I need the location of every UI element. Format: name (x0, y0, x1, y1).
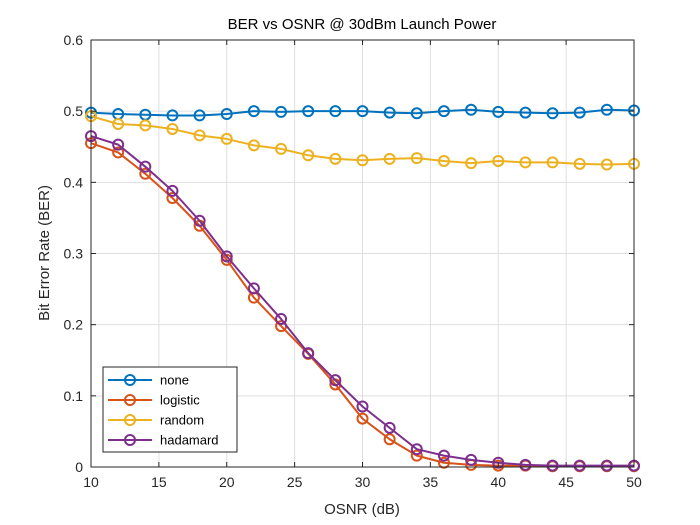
x-tick-label: 45 (558, 474, 574, 490)
axis-ticks: 10 15 20 25 30 35 40 45 50 0 0.1 0.2 0.3 0.4 0.5 0.6 (64, 32, 642, 490)
legend-label-random: random (160, 413, 204, 428)
x-axis-label: OSNR (dB) (324, 501, 400, 518)
data-point-random (112, 117, 125, 130)
y-tick-label: 0.5 (64, 103, 84, 119)
data-point-random (193, 129, 206, 142)
data-point-random (437, 154, 450, 167)
data-point-random (166, 122, 179, 135)
data-point-none (546, 107, 559, 120)
data-point-logistic (139, 167, 152, 180)
data-point-logistic (383, 433, 396, 446)
data-point-random (573, 157, 586, 170)
chart-title: BER vs OSNR @ 30dBm Launch Power (228, 16, 497, 33)
y-tick-label: 0.2 (64, 317, 84, 333)
legend-label-logistic: logistic (160, 393, 200, 408)
data-point-none (220, 108, 233, 121)
legend-marker-hadamard (124, 434, 136, 446)
data-point-logistic (166, 191, 179, 204)
data-point-random (465, 157, 478, 170)
y-axis-label: Bit Error Rate (BER) (36, 185, 53, 321)
y-tick-label: 0.4 (64, 174, 84, 190)
y-tick-label: 0.1 (64, 388, 84, 404)
data-point-random (519, 156, 532, 169)
data-point-hadamard (383, 421, 396, 434)
data-point-hadamard (600, 459, 613, 472)
data-point-none (410, 107, 423, 120)
data-point-none (275, 105, 288, 118)
legend: none logistic random hadamard (102, 366, 238, 453)
data-point-logistic (410, 449, 423, 462)
x-tick-label: 30 (355, 474, 371, 490)
series-line-none (90, 108, 635, 117)
data-point-hadamard (492, 456, 505, 469)
y-tick-label: 0.6 (64, 32, 84, 48)
data-point-hadamard (465, 453, 478, 466)
data-point-hadamard (329, 374, 342, 387)
data-point-none (302, 105, 315, 118)
data-point-random (600, 158, 613, 171)
data-point-none (437, 105, 450, 118)
legend-label-none: none (160, 373, 189, 388)
data-point-none (329, 105, 342, 118)
data-point-hadamard (112, 138, 125, 151)
x-tick-label: 15 (151, 474, 167, 490)
data-point-hadamard (166, 184, 179, 197)
data-point-hadamard (220, 250, 233, 263)
data-point-hadamard (546, 459, 559, 472)
data-point-hadamard (356, 400, 369, 413)
data-point-hadamard (573, 459, 586, 472)
data-point-random (410, 152, 423, 165)
data-point-random (546, 156, 559, 169)
series-hadamard (85, 130, 640, 472)
data-point-none (519, 106, 532, 119)
x-tick-label: 20 (219, 474, 235, 490)
data-point-hadamard (302, 347, 315, 360)
series-line-hadamard (90, 135, 634, 467)
data-point-none (356, 105, 369, 118)
data-point-none (166, 109, 179, 122)
series-line-random (90, 115, 635, 166)
data-point-random (220, 132, 233, 145)
data-point-none (600, 103, 613, 116)
data-point-random (492, 154, 505, 167)
x-tick-label: 40 (490, 474, 506, 490)
data-point-none (573, 106, 586, 119)
data-point-none (193, 109, 206, 122)
legend-label-hadamard: hadamard (160, 433, 219, 448)
legend-marker-none (124, 374, 136, 386)
data-point-hadamard (193, 214, 206, 227)
data-point-hadamard (410, 443, 423, 456)
series-layer (85, 103, 640, 473)
data-point-random (329, 152, 342, 165)
legend-marker-random (124, 414, 136, 426)
x-tick-label: 35 (423, 474, 439, 490)
data-point-hadamard (519, 458, 532, 471)
data-point-hadamard (437, 449, 450, 462)
data-point-random (302, 149, 315, 162)
x-tick-label: 25 (287, 474, 303, 490)
data-point-random (383, 152, 396, 165)
data-point-none (247, 105, 260, 118)
series-random (85, 110, 640, 171)
x-tick-label: 50 (626, 474, 642, 490)
data-point-random (275, 142, 288, 155)
data-point-logistic (112, 146, 125, 159)
data-point-hadamard (275, 312, 288, 325)
data-point-random (356, 154, 369, 167)
data-point-logistic (437, 456, 450, 469)
data-point-none (465, 103, 478, 116)
data-point-random (139, 119, 152, 132)
data-point-random (247, 139, 260, 152)
data-point-hadamard (139, 160, 152, 173)
data-point-logistic (356, 412, 369, 425)
data-point-hadamard (247, 282, 260, 295)
legend-marker-logistic (124, 394, 136, 406)
data-point-none (492, 105, 505, 118)
y-tick-label: 0.3 (64, 246, 84, 262)
x-tick-label: 10 (83, 474, 99, 490)
data-point-none (383, 106, 396, 119)
y-tick-label: 0 (75, 459, 83, 475)
